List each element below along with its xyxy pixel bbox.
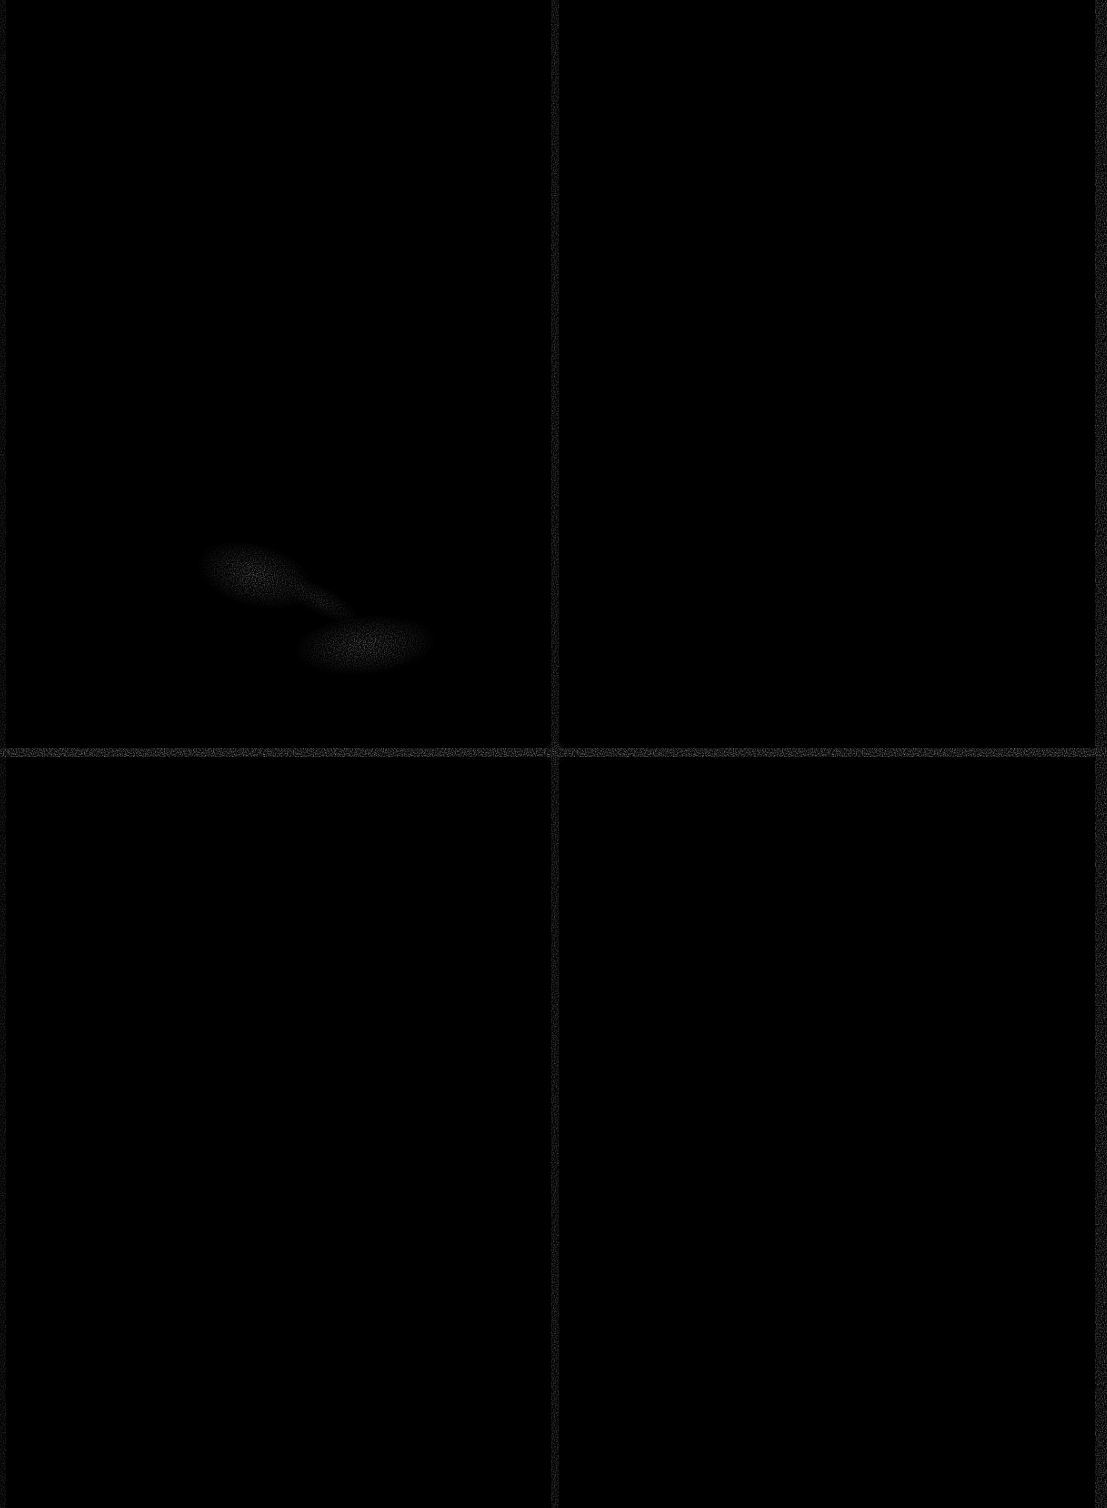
seam-crossing bbox=[543, 740, 567, 764]
body bbox=[0, 0, 1107, 1508]
right-edge-strip bbox=[1095, 0, 1107, 1508]
page: {} html, body { margin: 0; padding: 0; b… bbox=[0, 0, 1107, 1508]
left-edge-strip bbox=[0, 0, 6, 1508]
scan-image bbox=[0, 0, 1107, 1508]
